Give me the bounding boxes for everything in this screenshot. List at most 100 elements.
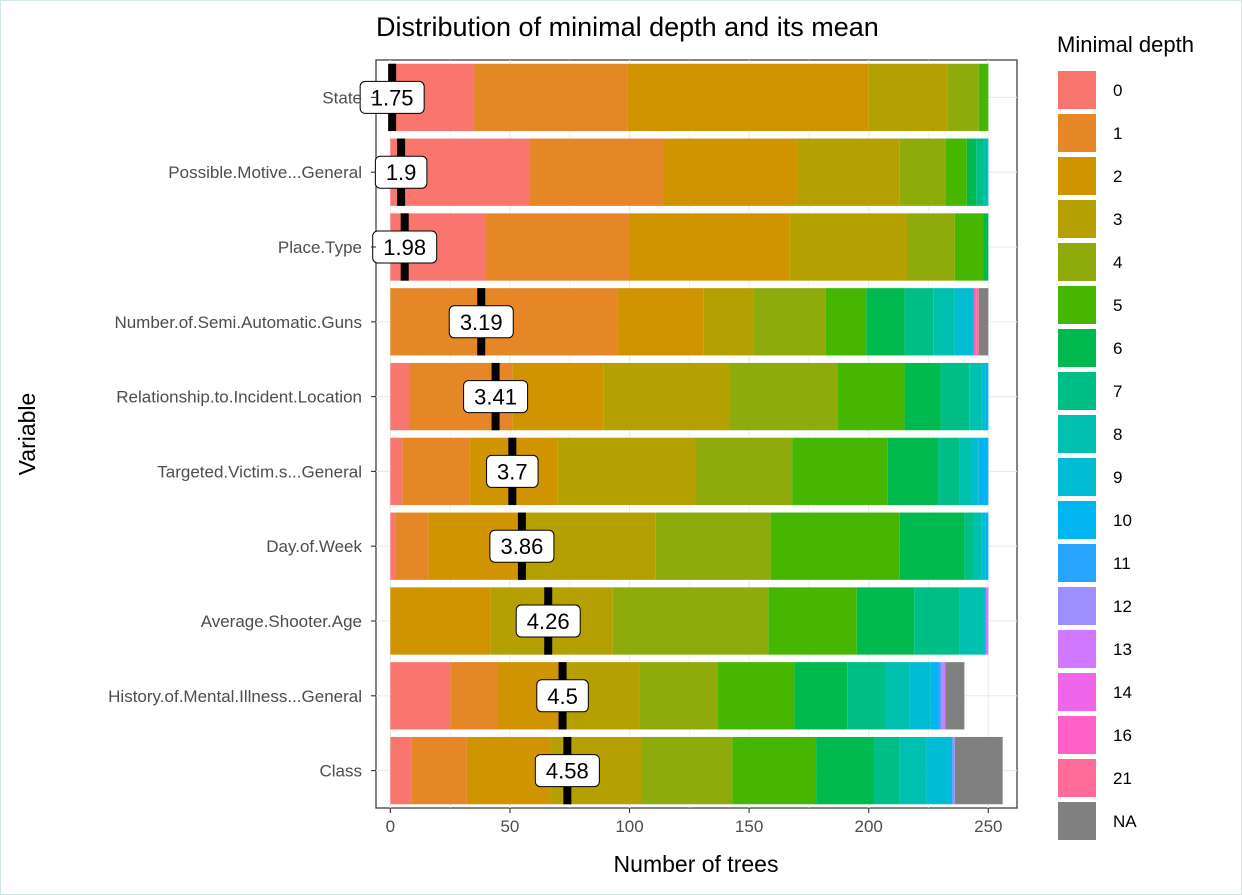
legend-label: 11 bbox=[1113, 554, 1131, 573]
bar-segment bbox=[390, 736, 412, 805]
bar-segment bbox=[985, 587, 989, 655]
legend-title: Minimal depth bbox=[1057, 32, 1194, 57]
bar-segment bbox=[976, 138, 984, 206]
bar-segment bbox=[768, 587, 857, 655]
bar-segment bbox=[899, 736, 927, 805]
bar-segment bbox=[938, 662, 941, 730]
bar-segment bbox=[899, 138, 946, 206]
legend-label: 2 bbox=[1113, 167, 1122, 186]
legend-swatch bbox=[1058, 759, 1096, 797]
legend-swatch bbox=[1058, 716, 1096, 754]
x-axis-title: Number of trees bbox=[614, 851, 779, 877]
bar-segment bbox=[816, 736, 874, 805]
mean-label-box bbox=[463, 380, 529, 414]
bar-segment bbox=[770, 512, 900, 580]
bar-segment bbox=[402, 437, 470, 506]
bar-segment bbox=[981, 512, 986, 580]
mean-label-box bbox=[534, 754, 600, 788]
legend-label: 9 bbox=[1113, 468, 1122, 487]
bar-segment bbox=[904, 362, 941, 431]
bar-segment bbox=[663, 138, 797, 206]
mean-label: 3.86 bbox=[500, 534, 543, 559]
legend-swatch bbox=[1058, 415, 1096, 453]
bar-segment bbox=[945, 662, 965, 730]
bar-segment bbox=[789, 213, 907, 281]
legend-label: 10 bbox=[1113, 511, 1132, 530]
bar-segment bbox=[868, 63, 948, 132]
legend-label: 12 bbox=[1113, 597, 1132, 616]
bar-segment bbox=[732, 736, 817, 805]
mean-label: 3.41 bbox=[474, 385, 517, 410]
mean-label-box bbox=[359, 80, 425, 114]
bar-segment bbox=[486, 213, 630, 281]
bar-segment bbox=[950, 736, 953, 805]
x-tick-label: 250 bbox=[974, 817, 1002, 836]
mean-label: 4.58 bbox=[546, 759, 589, 784]
legend-label: 8 bbox=[1113, 425, 1122, 444]
bar-segment bbox=[411, 736, 467, 805]
bar-segment bbox=[942, 662, 946, 730]
bar-segment bbox=[959, 587, 984, 655]
bar-segment bbox=[617, 288, 704, 356]
legend-swatch bbox=[1058, 501, 1096, 539]
bar-segment bbox=[966, 138, 977, 206]
legend-label: 16 bbox=[1113, 726, 1132, 745]
y-tick-label: Average.Shooter.Age bbox=[201, 612, 362, 631]
mean-label: 4.26 bbox=[527, 609, 570, 634]
mean-label: 1.98 bbox=[383, 235, 426, 260]
legend-swatch bbox=[1058, 157, 1096, 195]
mean-label-box bbox=[448, 305, 514, 339]
legend-label: 1 bbox=[1113, 124, 1122, 143]
legend-swatch bbox=[1058, 114, 1096, 152]
y-tick-label: Day.of.Week bbox=[266, 537, 362, 556]
bar-segment bbox=[729, 362, 838, 431]
bar-segment bbox=[557, 437, 697, 506]
legend-swatch bbox=[1058, 544, 1096, 582]
legend-swatch bbox=[1058, 458, 1096, 496]
bar-segment bbox=[973, 512, 982, 580]
bar-segment bbox=[959, 437, 972, 506]
bar-segment bbox=[612, 587, 769, 655]
bar-segment bbox=[627, 63, 869, 132]
bar-segment bbox=[792, 437, 888, 506]
bar-segment bbox=[933, 288, 955, 356]
bar-segment bbox=[639, 662, 719, 730]
x-axis-ticks: 0 50 100 150 200 250 bbox=[386, 808, 1002, 836]
bar-segment bbox=[954, 736, 1003, 805]
legend-label: 5 bbox=[1113, 296, 1122, 315]
bar-segment bbox=[930, 662, 939, 730]
bar-segment bbox=[856, 587, 915, 655]
y-tick-label: Targeted.Victim.s...General bbox=[157, 462, 362, 481]
bar-segment bbox=[796, 138, 900, 206]
bar-segment bbox=[641, 736, 733, 805]
bar-segment bbox=[952, 736, 955, 805]
bar-segment bbox=[718, 662, 795, 730]
bar-segment bbox=[976, 288, 979, 356]
bar-segment bbox=[450, 662, 498, 730]
x-tick-label: 100 bbox=[615, 817, 643, 836]
bar-segment bbox=[971, 437, 979, 506]
legend-label: 3 bbox=[1113, 210, 1122, 229]
bar-segment bbox=[629, 213, 790, 281]
bar-segment bbox=[753, 288, 826, 356]
bar-segment bbox=[873, 736, 900, 805]
mean-label: 1.75 bbox=[371, 85, 414, 110]
legend-label: 14 bbox=[1113, 683, 1132, 702]
legend-swatch bbox=[1058, 329, 1096, 367]
bar-segment bbox=[940, 362, 970, 431]
bar-segment bbox=[969, 362, 982, 431]
mean-label: 1.9 bbox=[386, 160, 417, 185]
bar-segment bbox=[885, 662, 910, 730]
bar-segment bbox=[390, 587, 491, 655]
bar-segment bbox=[973, 288, 977, 356]
bar-segment bbox=[954, 288, 974, 356]
bar-segment bbox=[390, 437, 403, 506]
bar-segment bbox=[474, 63, 628, 132]
bar-segment bbox=[825, 288, 867, 356]
bar-segment bbox=[899, 512, 965, 580]
legend-swatch bbox=[1058, 587, 1096, 625]
legend-swatch bbox=[1058, 243, 1096, 281]
y-tick-label: Possible.Motive...General bbox=[168, 163, 362, 182]
bar-segment bbox=[390, 662, 451, 730]
